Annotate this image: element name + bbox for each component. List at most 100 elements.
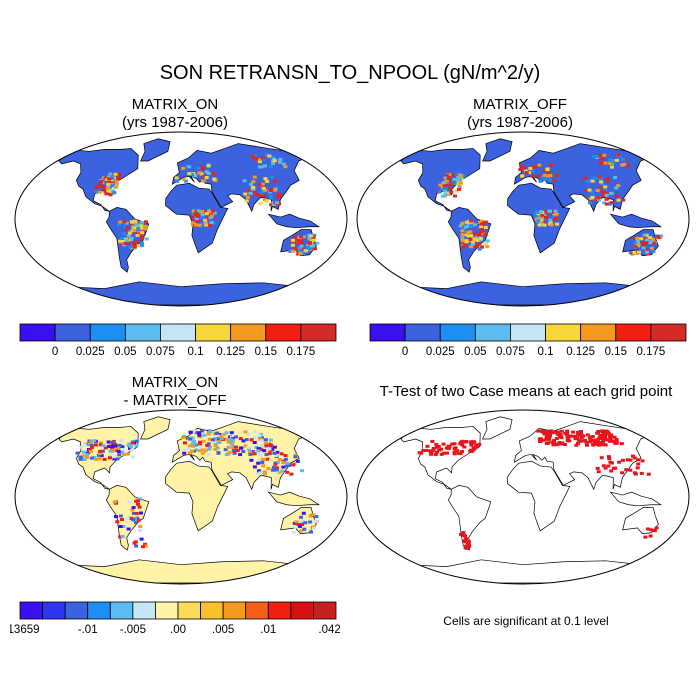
data-cell — [604, 429, 609, 433]
data-cell — [547, 430, 552, 434]
data-cell — [207, 437, 212, 441]
data-cell — [551, 443, 556, 447]
data-cell — [537, 437, 542, 441]
data-cell — [576, 432, 580, 436]
data-cell — [195, 217, 199, 221]
data-cell — [234, 445, 238, 449]
data-cell — [232, 451, 237, 455]
data-cell — [289, 472, 294, 476]
data-cell — [140, 231, 144, 235]
data-cell — [421, 449, 426, 452]
data-cell — [534, 164, 539, 168]
greenland-landmass — [482, 416, 513, 440]
data-cell — [458, 181, 463, 185]
matrix-on-title-line1: MATRIX_ON — [131, 96, 219, 113]
data-cell — [471, 448, 476, 452]
data-cell — [112, 457, 117, 461]
data-cell — [132, 226, 137, 230]
data-cell — [599, 182, 604, 186]
north-america-landmass — [58, 148, 139, 212]
data-cell — [106, 440, 111, 444]
data-cell — [252, 436, 257, 440]
data-cell — [636, 458, 641, 462]
data-cell — [436, 444, 441, 448]
data-cell — [594, 154, 599, 158]
data-cell — [610, 201, 615, 204]
data-cell — [274, 470, 279, 474]
colorbar-label: .00 — [170, 624, 186, 636]
data-cell — [212, 172, 217, 176]
data-cell — [106, 175, 111, 179]
data-cell — [253, 153, 257, 157]
data-cell — [549, 223, 554, 227]
data-cell — [127, 442, 132, 446]
data-cell — [635, 236, 640, 240]
data-cell — [277, 458, 282, 462]
data-cell — [616, 198, 621, 202]
data-cell — [101, 444, 106, 448]
data-cell — [262, 470, 267, 474]
data-cell — [88, 450, 93, 454]
data-cell — [215, 446, 220, 450]
data-cell — [300, 469, 304, 473]
data-cell — [296, 239, 301, 243]
colorbar-label: 0 — [52, 346, 58, 358]
data-cell — [542, 210, 547, 214]
data-cell — [245, 195, 250, 199]
data-cell — [592, 154, 596, 158]
data-cell — [456, 179, 461, 182]
data-cell — [475, 245, 480, 249]
data-cell — [548, 209, 552, 213]
data-cell — [434, 443, 439, 446]
data-cell — [460, 236, 465, 240]
colorbar-label: 0.025 — [76, 346, 105, 358]
data-cell — [462, 445, 467, 449]
data-cell — [545, 211, 550, 215]
data-cell — [644, 248, 649, 252]
data-cell — [456, 182, 461, 186]
data-cell — [305, 245, 310, 249]
data-cell — [260, 460, 265, 464]
data-cell — [120, 239, 125, 243]
data-cell — [283, 454, 288, 457]
data-cell — [130, 455, 135, 459]
data-cell — [590, 179, 595, 183]
data-cell — [212, 211, 217, 215]
data-cell — [452, 177, 457, 181]
data-cell — [539, 210, 544, 214]
data-cell — [197, 223, 202, 227]
data-cell — [243, 444, 248, 448]
colorbar-label: .01 — [260, 624, 276, 636]
data-cell — [545, 441, 550, 445]
south-america-landmass — [447, 485, 492, 551]
data-cell — [613, 441, 618, 445]
data-cell — [199, 210, 204, 213]
data-cell — [241, 450, 246, 453]
data-cell — [654, 526, 659, 530]
data-cell — [261, 445, 266, 449]
difference-title: MATRIX_ON - MATRIX_OFF — [75, 374, 275, 410]
data-cell — [205, 443, 210, 447]
data-cell — [127, 500, 132, 504]
data-cell — [126, 241, 131, 245]
data-cell — [86, 451, 91, 455]
data-cell — [99, 184, 104, 188]
data-cell — [262, 198, 267, 202]
data-cell — [313, 519, 318, 523]
data-cell — [554, 173, 559, 177]
data-cell — [306, 243, 311, 247]
difference-map — [14, 409, 348, 585]
data-cell — [192, 442, 197, 446]
data-cell — [120, 447, 125, 451]
data-cell — [192, 439, 197, 443]
data-cell — [137, 221, 142, 225]
data-cell — [134, 240, 139, 244]
data-cell — [639, 471, 644, 475]
data-cell — [460, 229, 465, 233]
data-cell — [277, 471, 282, 475]
data-cell — [206, 172, 211, 175]
antarctica-landmass — [63, 281, 301, 306]
data-cell — [291, 463, 296, 467]
data-cell — [112, 455, 117, 459]
data-cell — [124, 221, 129, 225]
